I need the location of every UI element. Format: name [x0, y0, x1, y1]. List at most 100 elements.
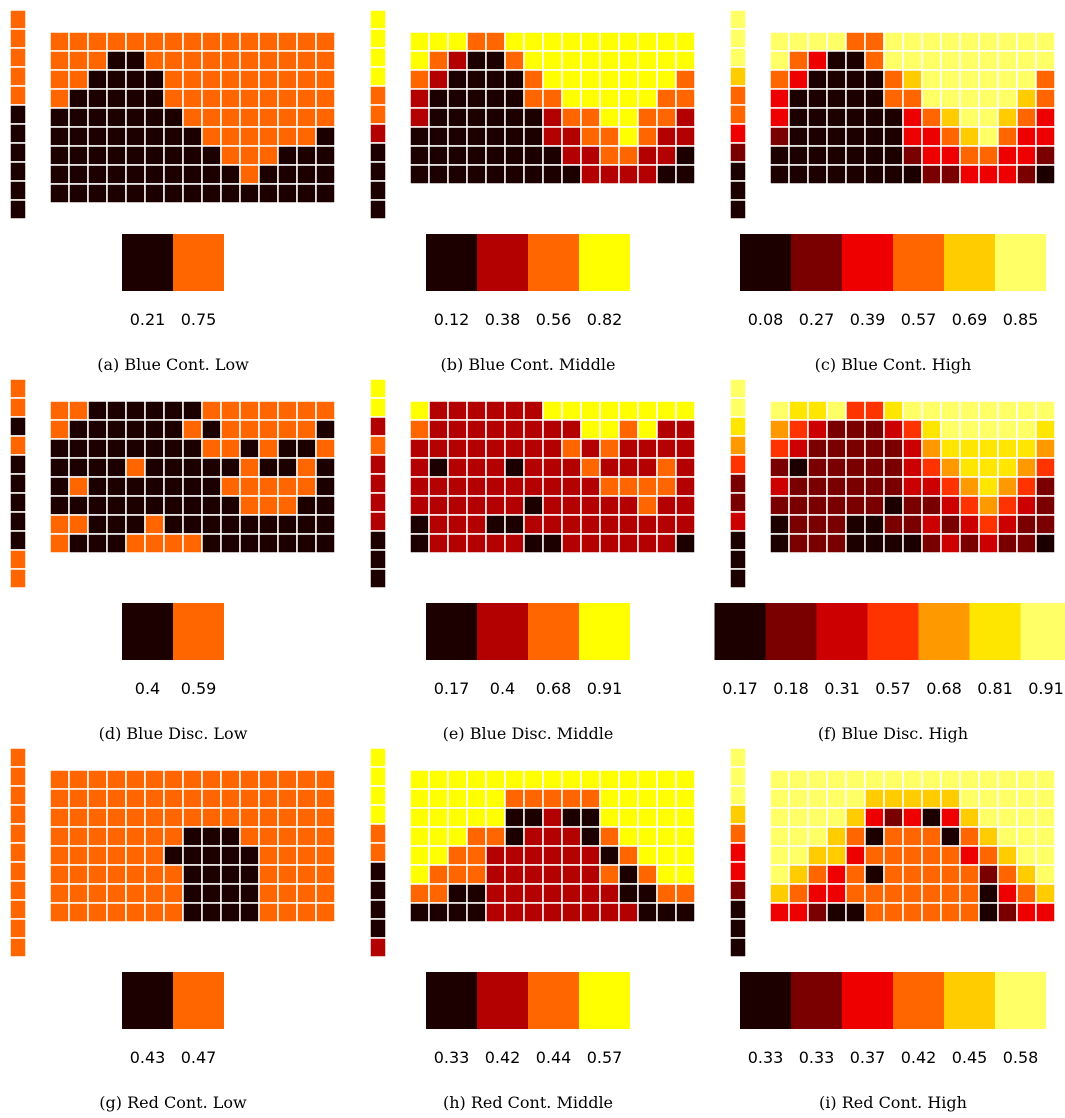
heatmap-cell — [144, 457, 165, 478]
heatmap-cell — [466, 807, 487, 828]
heatmap-cell — [769, 31, 790, 52]
legend-swatch — [867, 603, 919, 660]
heatmap-cell — [504, 69, 525, 90]
heatmap-cell — [1016, 769, 1037, 790]
heatmap-cell — [277, 826, 298, 847]
heatmap-cell — [220, 902, 241, 923]
side-bar-cell — [369, 123, 387, 144]
heatmap-cell — [258, 183, 279, 204]
heatmap-cell — [485, 533, 506, 554]
heatmap-cell — [106, 145, 127, 166]
heatmap-cell — [125, 145, 146, 166]
heatmap-cell — [959, 864, 980, 885]
panel-caption: (a) Blue Cont. Low — [97, 355, 249, 374]
heatmap-cell — [163, 769, 184, 790]
heatmap-cell — [978, 476, 999, 497]
heatmap-cell — [940, 400, 961, 421]
heatmap-cell — [296, 400, 317, 421]
heatmap-cell — [504, 50, 525, 71]
heatmap-cell — [769, 883, 790, 904]
side-bar-cell — [369, 511, 387, 532]
heatmap-cell — [1035, 769, 1056, 790]
heatmap-cell — [845, 145, 866, 166]
heatmap-cell — [163, 419, 184, 440]
heatmap-cell — [106, 845, 127, 866]
heatmap-cell — [542, 883, 563, 904]
heatmap-cell — [466, 69, 487, 90]
heatmap-cell — [769, 457, 790, 478]
heatmap-cell — [296, 514, 317, 535]
heatmap-cell — [940, 145, 961, 166]
side-bar-cell — [369, 47, 387, 68]
side-bar-cell — [9, 861, 27, 882]
heatmap-cell — [447, 514, 468, 535]
heatmap-cell — [542, 88, 563, 109]
heatmap-cell — [68, 514, 89, 535]
heatmap-cell — [807, 438, 828, 459]
heatmap-cell — [788, 826, 809, 847]
legend-value-label: 0.91 — [1028, 679, 1064, 698]
heatmap-cell — [220, 183, 241, 204]
heatmap-cell — [883, 69, 904, 90]
side-bar-cell — [729, 747, 747, 768]
legend-value-label: 0.37 — [850, 1048, 886, 1067]
heatmap-cell — [826, 400, 847, 421]
heatmap-cell — [656, 533, 677, 554]
heatmap-cell — [675, 883, 696, 904]
heatmap-cell — [1016, 514, 1037, 535]
heatmap-cell — [656, 883, 677, 904]
heatmap-cell — [883, 126, 904, 147]
heatmap-cell — [675, 50, 696, 71]
heatmap-cell — [883, 107, 904, 128]
legend-swatch — [173, 603, 224, 660]
heatmap-cell — [87, 50, 108, 71]
heatmap-cell — [182, 769, 203, 790]
heatmap-cell — [599, 50, 620, 71]
heatmap-cell — [580, 845, 601, 866]
heatmap-cell — [826, 769, 847, 790]
heatmap-cell — [997, 826, 1018, 847]
heatmap-cell — [296, 31, 317, 52]
heatmap-cell — [959, 807, 980, 828]
heatmap-cell — [788, 145, 809, 166]
heatmap-cell — [769, 107, 790, 128]
heatmap-cell — [49, 476, 70, 497]
heatmap-cell — [239, 50, 260, 71]
side-bar-cell — [9, 28, 27, 49]
heatmap-cell — [542, 902, 563, 923]
heatmap-cell — [49, 457, 70, 478]
side-bar-cell — [369, 85, 387, 106]
heatmap-cell — [959, 419, 980, 440]
legend-value-label: 0.12 — [434, 310, 470, 329]
heatmap-cell — [561, 145, 582, 166]
heatmap-cell — [163, 788, 184, 809]
heatmap-cell — [997, 457, 1018, 478]
heatmap-cell — [485, 50, 506, 71]
heatmap-cell — [997, 69, 1018, 90]
heatmap-cell — [182, 845, 203, 866]
heatmap-cell — [788, 807, 809, 828]
heatmap-cell — [68, 864, 89, 885]
heatmap-cell — [201, 826, 222, 847]
heatmap-cell — [125, 400, 146, 421]
side-bar-cell — [369, 568, 387, 589]
heatmap-cell — [788, 31, 809, 52]
heatmap-cell — [315, 902, 336, 923]
heatmap-cell — [826, 807, 847, 828]
heatmap-cell — [883, 883, 904, 904]
side-bar-cell — [369, 435, 387, 456]
legend-value-label: 0.4 — [490, 679, 515, 698]
heatmap-cell — [87, 31, 108, 52]
heatmap-cell — [239, 107, 260, 128]
heatmap-cell — [580, 69, 601, 90]
heatmap-cell — [845, 457, 866, 478]
heatmap-cell — [182, 533, 203, 554]
heatmap-cell — [277, 438, 298, 459]
heatmap-cell — [769, 845, 790, 866]
heatmap-cell — [978, 495, 999, 516]
heatmap-cell — [959, 126, 980, 147]
legend-swatch — [579, 972, 630, 1029]
heatmap-cell — [466, 514, 487, 535]
heatmap-cell — [997, 438, 1018, 459]
heatmap-cell — [618, 107, 639, 128]
